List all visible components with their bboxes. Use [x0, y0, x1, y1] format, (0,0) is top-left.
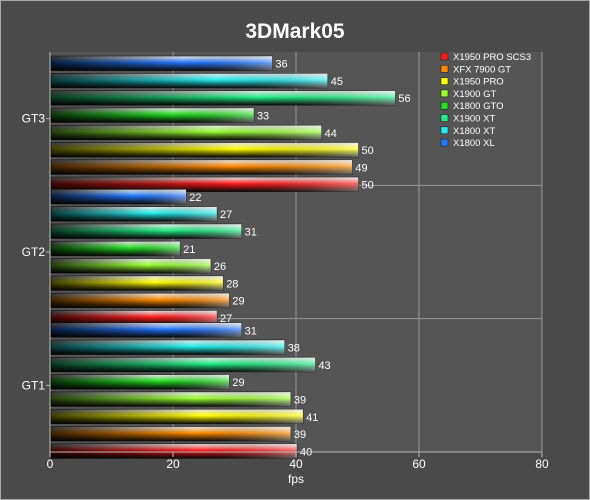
- bar-value-label: 33: [257, 111, 269, 123]
- bar-value-label: 41: [306, 412, 318, 424]
- bar: [50, 176, 359, 193]
- bar-value-label: 27: [220, 313, 232, 325]
- bar: [50, 240, 181, 257]
- bar: [50, 443, 298, 459]
- bar: [50, 142, 359, 158]
- bar-value-label: 50: [362, 180, 374, 192]
- bar: [50, 275, 224, 291]
- legend-label: X1900 GT: [453, 89, 496, 100]
- legend-label: X1800 XL: [453, 138, 495, 149]
- x-tick-label: 20: [166, 457, 180, 471]
- bar-layer: 5049504433564536272928262131272240394139…: [50, 55, 411, 459]
- bar: [50, 189, 187, 205]
- legend-label: XFX 7900 GT: [453, 64, 511, 75]
- bar: [50, 223, 242, 239]
- bar: [50, 292, 230, 309]
- legend-swatch: [440, 77, 449, 85]
- bar-value-label: 38: [288, 343, 300, 355]
- bar-value-label: 22: [189, 192, 201, 204]
- bar-value-label: 29: [232, 377, 244, 389]
- bar-value-label: 44: [325, 128, 337, 140]
- bar-value-label: 29: [232, 296, 244, 308]
- bar-value-label: 39: [294, 394, 306, 406]
- bar: [50, 55, 273, 71]
- bar-value-label: 31: [245, 227, 257, 239]
- bar: [50, 356, 316, 373]
- bar-value-label: 56: [398, 93, 410, 105]
- x-tick-label: 40: [289, 457, 303, 471]
- x-axis-label: fps: [288, 472, 304, 486]
- y-category-label: GT2: [22, 245, 46, 259]
- bar: [50, 391, 292, 407]
- bar: [50, 73, 329, 89]
- legend-swatch: [440, 138, 449, 147]
- legend-label: X1950 PRO: [453, 77, 504, 88]
- bar: [50, 426, 292, 442]
- bar-value-label: 27: [220, 209, 232, 221]
- bar-value-label: 26: [214, 261, 226, 273]
- y-category-label: GT3: [22, 112, 46, 126]
- legend-swatch: [440, 114, 449, 122]
- legend-swatch: [440, 126, 449, 135]
- bar-value-label: 45: [331, 76, 343, 88]
- bar: [50, 159, 353, 175]
- y-category-label: GT1: [22, 378, 46, 392]
- bar-value-label: 43: [318, 360, 330, 372]
- bar-value-label: 36: [275, 59, 287, 71]
- bar: [50, 107, 255, 123]
- bar-value-label: 50: [362, 145, 374, 157]
- bar: [50, 124, 322, 141]
- bar: [50, 408, 304, 425]
- legend-swatch: [440, 52, 449, 61]
- bar-value-label: 49: [355, 162, 367, 174]
- bar: [50, 310, 218, 326]
- bar: [50, 339, 285, 355]
- legend-label: X1800 XT: [453, 126, 495, 137]
- bar: [50, 374, 230, 390]
- legend-label: X1800 GTO: [453, 101, 504, 112]
- x-tick-label: 80: [535, 457, 549, 471]
- bar: [50, 258, 212, 274]
- legend-label: X1950 PRO SCS3: [453, 52, 531, 63]
- bar-value-label: 21: [183, 244, 195, 256]
- chart-title: 3DMark05: [245, 20, 345, 43]
- bar: [50, 322, 242, 338]
- bar-value-label: 28: [226, 278, 238, 290]
- axis-layer: 0 20 40 60 80 GT3 GT2 GT1: [22, 52, 549, 471]
- legend-swatch: [440, 101, 449, 110]
- bar-value-label: 31: [245, 325, 257, 337]
- x-tick-label: 0: [47, 457, 54, 471]
- bar: [50, 90, 396, 106]
- legend-swatch: [440, 65, 449, 73]
- legend-swatch: [440, 89, 449, 98]
- bar-value-label: 39: [294, 429, 306, 441]
- x-tick-label: 60: [412, 457, 426, 471]
- legend-label: X1900 XT: [453, 114, 495, 125]
- bar: [50, 206, 218, 222]
